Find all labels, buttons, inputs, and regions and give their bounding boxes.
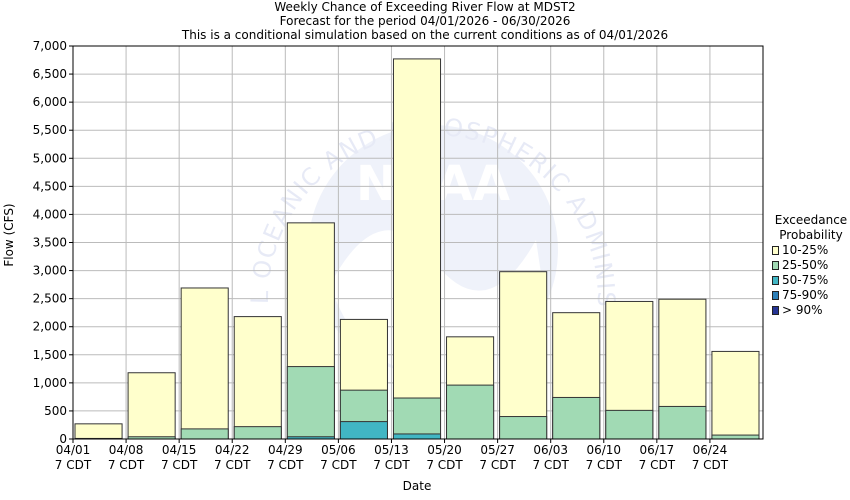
bar-25-50-week-9 <box>499 416 548 440</box>
x-tick-label-date: 04/01 <box>56 443 91 457</box>
y-tick-label: 6,000 <box>33 95 67 109</box>
x-tick-label-tz: 7 CDT <box>479 458 516 472</box>
bar-10-25-week-13 <box>711 350 760 440</box>
bar-10-25-week-1 <box>74 423 123 440</box>
legend-swatch <box>772 306 779 315</box>
bar-25-50-week-3 <box>180 428 229 440</box>
legend-item-25-50: 25-50% <box>772 258 850 273</box>
bar-25-50-week-8 <box>446 384 495 440</box>
y-tick-label: 4,000 <box>33 207 67 221</box>
bar-25-50-week-4 <box>233 426 282 440</box>
bar-25-50-week-12 <box>658 405 707 440</box>
x-tick-label-date: 06/17 <box>640 443 675 457</box>
y-axis-label: Flow (CFS) <box>2 203 16 267</box>
y-tick-label: 4,500 <box>33 179 67 193</box>
x-tick-label-tz: 7 CDT <box>108 458 145 472</box>
x-tick-label-date: 06/03 <box>533 443 568 457</box>
bar-10-25-week-9 <box>499 271 548 440</box>
x-tick-label-tz: 7 CDT <box>267 458 304 472</box>
x-tick-label-tz: 7 CDT <box>426 458 463 472</box>
x-tick-label-date: 05/13 <box>374 443 409 457</box>
legend-swatch <box>772 246 779 255</box>
x-tick-label-tz: 7 CDT <box>639 458 676 472</box>
bar-25-50-week-13 <box>711 434 760 440</box>
x-tick-label-tz: 7 CDT <box>586 458 623 472</box>
legend-label: 25-50% <box>782 258 829 272</box>
y-tick-label: 500 <box>44 404 67 418</box>
bar-25-50-week-10 <box>552 396 601 440</box>
y-tick-label: 5,000 <box>33 151 67 165</box>
x-tick-label-tz: 7 CDT <box>373 458 410 472</box>
legend-swatch <box>772 261 779 270</box>
x-tick-label-date: 04/15 <box>162 443 197 457</box>
x-tick-label-tz: 7 CDT <box>55 458 92 472</box>
x-tick-label-tz: 7 CDT <box>214 458 251 472</box>
legend-item-75-90: 75-90% <box>772 288 850 303</box>
y-axis: 0 500 1,000 1,500 2,000 2,500 3,000 3,500 4,000 4… <box>33 39 73 446</box>
chart-title: Weekly Chance of Exceeding River Flow at… <box>274 0 576 14</box>
legend-item-10-25: 10-25% <box>772 243 850 258</box>
legend: Exceedance Probability 10-25% 25-50% 50-… <box>772 213 850 318</box>
chart-subtitle-period: Forecast for the period 04/01/2026 - 06/… <box>279 14 571 28</box>
legend-swatch <box>772 291 779 300</box>
bar-50-75-week-6 <box>339 421 388 440</box>
y-tick-label: 3,500 <box>33 236 67 250</box>
x-tick-label-date: 05/27 <box>480 443 515 457</box>
y-tick-label: 2,500 <box>33 292 67 306</box>
y-tick-label: 1,000 <box>33 376 67 390</box>
x-axis-label: Date <box>402 479 432 493</box>
legend-item-50-75: 50-75% <box>772 273 850 288</box>
y-tick-label: 7,000 <box>33 39 67 53</box>
bar-25-50-week-11 <box>605 409 654 440</box>
legend-title-line1: Exceedance <box>774 213 848 227</box>
bar-10-25-week-2 <box>127 372 176 440</box>
legend-label: > 90% <box>782 303 823 317</box>
bar-25-50-week-7 <box>392 397 442 440</box>
x-tick-label-date: 04/08 <box>109 443 144 457</box>
x-tick-label-tz: 7 CDT <box>692 458 729 472</box>
x-tick-label-tz: 7 CDT <box>161 458 198 472</box>
x-tick-label-date: 04/22 <box>215 443 250 457</box>
y-tick-label: 5,500 <box>33 123 67 137</box>
y-tick-label: 0 <box>59 432 67 446</box>
bar-10-25-week-3 <box>180 287 229 440</box>
chart-titles: Weekly Chance of Exceeding River Flow at… <box>0 0 850 42</box>
legend-label: 75-90% <box>782 288 829 302</box>
x-tick-label-date: 05/20 <box>427 443 462 457</box>
y-tick-label: 2,000 <box>33 320 67 334</box>
y-tick-label: 1,500 <box>33 348 67 362</box>
x-tick-label-date: 04/29 <box>268 443 303 457</box>
x-tick-label-date: 05/06 <box>321 443 356 457</box>
bar-25-50-week-5 <box>286 366 335 440</box>
bar-10-25-week-7 <box>392 58 442 440</box>
legend-item-90: > 90% <box>772 303 850 318</box>
chart-subtitle-note: This is a conditional simulation based o… <box>181 28 669 42</box>
legend-label: 10-25% <box>782 243 829 257</box>
x-tick-label-tz: 7 CDT <box>532 458 569 472</box>
bar-10-25-week-4 <box>233 316 282 440</box>
x-tick-label-date: 06/24 <box>693 443 728 457</box>
x-tick-label-date: 06/10 <box>586 443 621 457</box>
bar-50-75-week-7 <box>392 433 442 440</box>
legend-swatch <box>772 276 779 285</box>
x-tick-label-tz: 7 CDT <box>320 458 357 472</box>
legend-title-line2: Probability <box>779 228 843 242</box>
y-tick-label: 6,500 <box>33 67 67 81</box>
chart-bars <box>74 58 760 440</box>
legend-label: 50-75% <box>782 273 829 287</box>
y-tick-label: 3,000 <box>33 264 67 278</box>
